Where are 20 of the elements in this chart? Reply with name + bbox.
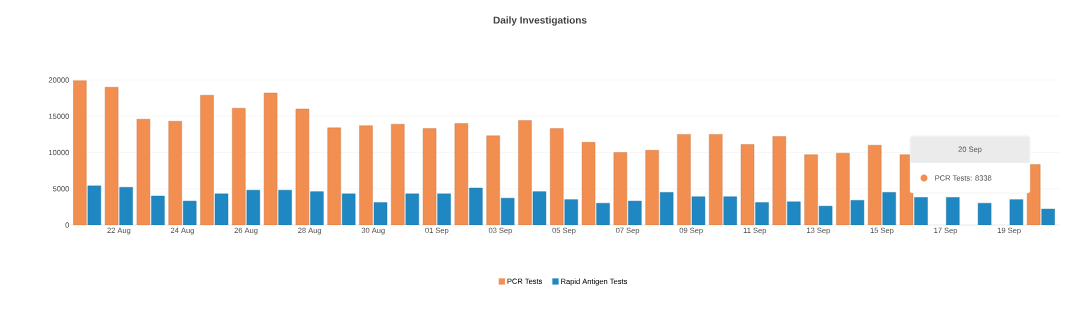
bar [868,145,882,225]
chart-title: Daily Investigations [493,16,587,26]
bar [200,95,214,225]
bar [677,134,691,225]
bar [327,127,341,225]
bar [836,153,850,225]
bar [550,128,564,225]
bar [518,120,532,225]
bar [87,185,102,225]
bar [168,121,182,225]
bar [613,152,628,225]
bar [486,135,500,225]
bar [645,150,659,225]
bar [772,136,787,225]
bar [804,154,818,225]
bar [359,125,373,225]
bar [709,134,723,225]
bar [73,80,87,225]
bar [232,108,246,225]
bar [391,124,405,225]
